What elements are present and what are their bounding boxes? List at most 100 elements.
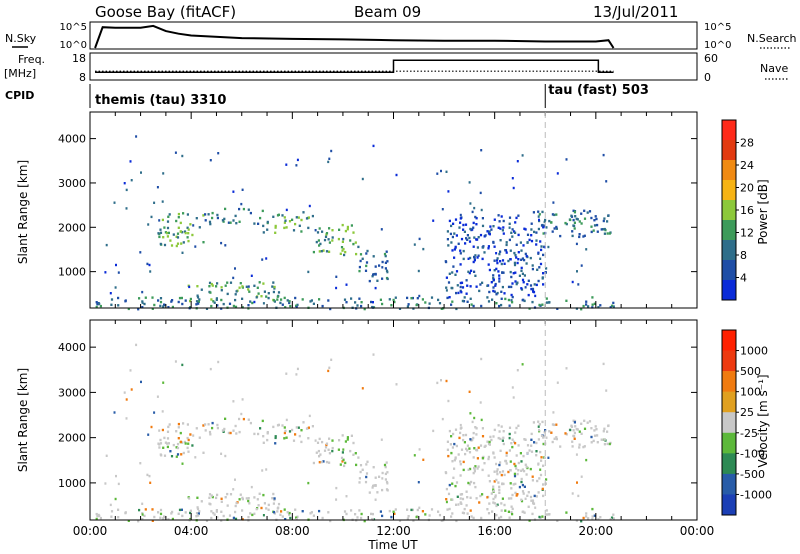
range-cell — [511, 295, 514, 299]
range-cell — [459, 493, 462, 496]
range-cell — [159, 231, 163, 234]
range-cell — [177, 212, 180, 216]
range-cell — [583, 419, 586, 422]
range-cell — [211, 211, 214, 215]
range-cell — [159, 516, 162, 519]
range-cell — [493, 480, 496, 483]
range-cell — [176, 242, 180, 245]
range-cell — [593, 224, 597, 227]
range-cell — [573, 431, 576, 435]
range-cell — [437, 510, 440, 513]
range-cell — [323, 449, 327, 452]
range-cell — [249, 512, 252, 515]
range-cell — [378, 475, 381, 478]
range-cell — [537, 227, 540, 231]
range-cell — [295, 164, 298, 167]
range-cell — [359, 253, 363, 256]
range-cell — [451, 235, 454, 239]
nave-label: Nave — [760, 62, 788, 75]
range-cell — [588, 420, 592, 423]
range-cell — [189, 511, 192, 515]
range-cell — [472, 516, 475, 520]
range-cell — [209, 159, 212, 162]
range-cell — [259, 427, 262, 430]
range-cell — [537, 491, 540, 494]
range-cell — [537, 438, 540, 441]
range-cell — [466, 300, 469, 303]
range-cell — [159, 442, 163, 445]
range-cell — [144, 296, 147, 299]
range-cell — [475, 427, 478, 430]
range-cell — [518, 274, 521, 277]
range-cell — [486, 296, 489, 299]
range-cell — [509, 258, 512, 261]
range-cell — [545, 297, 548, 300]
range-cell — [448, 219, 451, 223]
range-cell — [465, 292, 468, 295]
range-cell — [177, 226, 180, 229]
range-cell — [241, 297, 244, 300]
range-cell — [285, 436, 288, 439]
range-cell — [151, 508, 154, 511]
range-cell — [337, 448, 340, 451]
range-cell — [514, 221, 517, 224]
range-cell — [498, 463, 501, 467]
range-cell — [359, 470, 362, 474]
range-cell — [440, 307, 443, 310]
range-cell — [272, 281, 275, 284]
freq-panel: 18 8 60 0 Freq. [MHz] Nave — [4, 52, 788, 84]
range-cell — [276, 424, 280, 427]
range-cell — [335, 286, 338, 290]
range-cell — [197, 302, 200, 305]
range-cell — [365, 475, 368, 479]
range-cell — [181, 154, 184, 158]
range-cell — [125, 188, 128, 192]
range-cell — [453, 248, 456, 251]
range-cell — [372, 353, 375, 356]
range-cell — [540, 248, 543, 252]
range-cell — [189, 433, 192, 436]
range-cell — [341, 451, 344, 454]
range-cell — [295, 373, 298, 376]
range-cell — [565, 433, 568, 436]
range-cell — [522, 492, 525, 495]
range-cell — [220, 519, 223, 522]
range-cell — [515, 216, 518, 220]
range-cell — [177, 512, 180, 515]
beam-title: Beam 09 — [354, 3, 421, 21]
range-cell — [318, 455, 321, 458]
nsky-panel: 10^5 10^0 10^5 10^0 N.Sky N.Search — [5, 21, 797, 51]
range-cell — [509, 270, 512, 274]
range-cell — [376, 279, 379, 282]
range-cell — [177, 422, 180, 426]
range-cell — [215, 285, 218, 288]
range-cell — [591, 306, 594, 309]
range-cell — [262, 441, 265, 444]
range-cell — [517, 214, 520, 217]
range-cell — [486, 508, 489, 511]
range-cell — [358, 297, 361, 300]
range-cell — [556, 381, 559, 384]
range-cell — [531, 475, 534, 478]
range-cell — [253, 496, 256, 499]
range-cell — [224, 207, 227, 211]
range-cell — [234, 267, 236, 270]
range-cell — [318, 437, 321, 441]
range-cell — [547, 301, 550, 304]
range-cell — [480, 149, 483, 152]
range-cell — [492, 488, 495, 491]
range-cell — [205, 519, 209, 522]
range-cell — [487, 455, 490, 459]
range-cell — [418, 237, 421, 241]
range-cell — [468, 240, 472, 243]
freq-tick-top: 18 — [72, 52, 86, 65]
range-cell — [475, 285, 478, 288]
range-cell — [516, 472, 519, 476]
range-cell — [530, 450, 534, 453]
range-cell — [385, 461, 388, 464]
range-cell — [490, 438, 493, 442]
range-cell — [440, 169, 442, 173]
range-cell — [157, 442, 160, 445]
cpid-segment-1: themis (tau) 3310 — [95, 93, 226, 108]
range-cell — [486, 496, 489, 499]
